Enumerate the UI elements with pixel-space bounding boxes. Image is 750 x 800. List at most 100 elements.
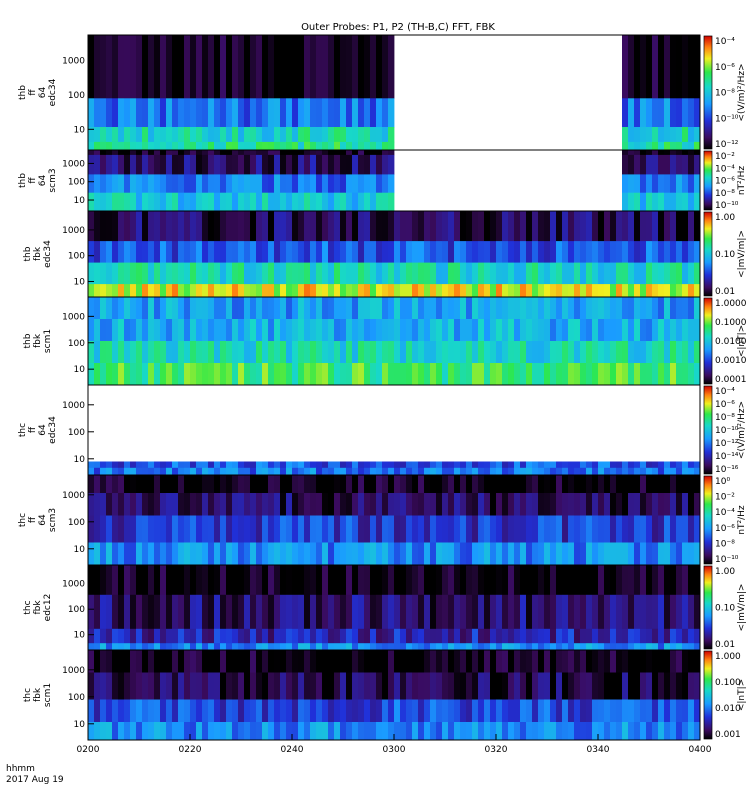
heatmap-cell <box>658 319 665 342</box>
heatmap-cell <box>442 699 449 723</box>
heatmap-cell <box>154 542 161 566</box>
heatmap-cell <box>466 241 473 263</box>
colorbar-tick-label: 1.000 <box>715 652 741 662</box>
colorbar-tick-label: 10⁻¹² <box>715 439 739 449</box>
heatmap-cell <box>106 542 113 566</box>
heatmap-cell <box>178 319 185 342</box>
heatmap-cell <box>424 722 431 741</box>
colorbar-tick-label: 10⁻⁶ <box>715 177 735 187</box>
heatmap-cell <box>676 467 683 476</box>
heatmap-cell <box>400 722 407 741</box>
colorbar-tick-label: 10⁻⁴ <box>715 508 735 518</box>
heatmap-cell <box>640 341 647 364</box>
heatmap-cell <box>160 297 167 320</box>
heatmap-cell <box>232 127 239 143</box>
heatmap-cell <box>316 628 323 644</box>
heatmap-cell <box>586 297 593 320</box>
heatmap-cell <box>358 127 365 143</box>
heatmap-cell <box>592 341 599 364</box>
heatmap-cell <box>316 493 323 516</box>
heatmap-cell <box>364 542 371 566</box>
heatmap-cell <box>304 284 311 298</box>
heatmap-cell <box>670 211 677 242</box>
panel-ylabel: thbff64scm3 <box>18 168 58 192</box>
heatmap-cell <box>526 284 533 298</box>
heatmap-cell <box>388 672 395 700</box>
heatmap-cell <box>628 262 635 285</box>
heatmap-cell <box>634 475 641 494</box>
heatmap-cell <box>166 127 173 143</box>
heatmap-cell <box>142 542 149 566</box>
heatmap-cell <box>694 127 701 143</box>
y-tick-label: 10 <box>74 455 86 465</box>
heatmap-cell <box>472 319 479 342</box>
heatmap-cell <box>580 341 587 364</box>
heatmap-cell <box>484 297 491 320</box>
heatmap-cell <box>448 493 455 516</box>
heatmap-cell <box>328 699 335 723</box>
heatmap-cell <box>580 515 587 543</box>
heatmap-cell <box>670 98 677 128</box>
heatmap-cell <box>304 319 311 342</box>
heatmap-cell <box>220 241 227 263</box>
heatmap-cell <box>598 565 605 596</box>
heatmap-cell <box>238 241 245 263</box>
heatmap-cell <box>226 475 233 494</box>
heatmap-cell <box>202 211 209 242</box>
heatmap-cell <box>166 297 173 320</box>
heatmap-cell <box>388 643 395 651</box>
heatmap-cell <box>412 493 419 516</box>
heatmap-cell <box>622 475 629 494</box>
heatmap-cell <box>304 594 311 630</box>
heatmap-cell <box>190 722 197 741</box>
heatmap-cell <box>340 628 347 644</box>
heatmap-cell <box>550 565 557 596</box>
heatmap-cell <box>316 141 323 151</box>
heatmap-cell <box>628 241 635 263</box>
heatmap-cell <box>376 475 383 494</box>
heatmap-cell <box>190 643 197 651</box>
heatmap-cell <box>226 154 233 175</box>
heatmap-cell <box>250 699 257 723</box>
heatmap-cell <box>442 628 449 644</box>
heatmap-cell <box>634 98 641 128</box>
heatmap-cell <box>478 475 485 494</box>
heatmap-cell <box>442 594 449 630</box>
heatmap-cell <box>622 722 629 741</box>
heatmap-cell <box>694 141 701 151</box>
heatmap-cell <box>298 297 305 320</box>
heatmap-cell <box>250 363 257 386</box>
heatmap-cell <box>112 363 119 386</box>
heatmap-cell <box>214 628 221 644</box>
heatmap-cell <box>262 542 269 566</box>
heatmap-cell <box>616 262 623 285</box>
heatmap-cell <box>250 141 257 151</box>
heatmap-cell <box>562 461 569 469</box>
heatmap-cell <box>628 341 635 364</box>
heatmap-cell <box>196 493 203 516</box>
heatmap-cell <box>328 722 335 741</box>
heatmap-cell <box>346 284 353 298</box>
heatmap-cell <box>688 241 695 263</box>
heatmap-cell <box>574 241 581 263</box>
heatmap-cell <box>682 699 689 723</box>
heatmap-cell <box>568 241 575 263</box>
heatmap-cell <box>316 319 323 342</box>
heatmap-cell <box>118 284 125 298</box>
heatmap-cell <box>226 341 233 364</box>
heatmap-cell <box>502 297 509 320</box>
heatmap-cell <box>232 628 239 644</box>
heatmap-cell <box>538 628 545 644</box>
heatmap-cell <box>418 241 425 263</box>
heatmap-cell <box>688 127 695 143</box>
heatmap-cell <box>526 297 533 320</box>
heatmap-cell <box>268 672 275 700</box>
heatmap-cell <box>550 467 557 476</box>
heatmap-cell <box>196 515 203 543</box>
heatmap-cell <box>604 542 611 566</box>
y-tick-label: 100 <box>68 178 85 188</box>
heatmap-cell <box>478 672 485 700</box>
heatmap-cell <box>412 594 419 630</box>
heatmap-cell <box>262 672 269 700</box>
heatmap-cell <box>664 241 671 263</box>
